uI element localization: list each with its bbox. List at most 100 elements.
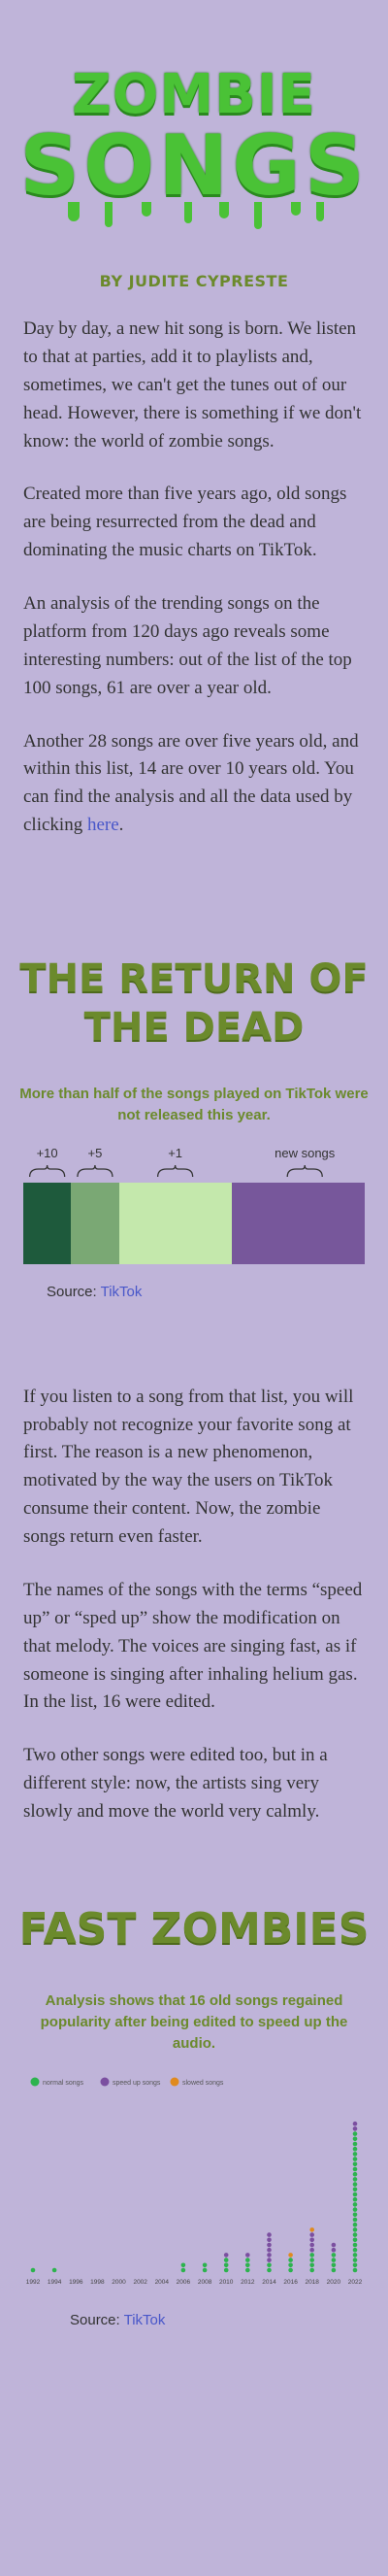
dot-2014-1-3 [267, 2242, 272, 2247]
x-tick-label-2014: 2014 [262, 2279, 276, 2286]
dot-2016-0-2 [288, 2258, 293, 2262]
intro-paragraph-4-end: . [119, 815, 124, 835]
dot-2008-0-0 [203, 2267, 208, 2272]
x-tick-label-2012: 2012 [241, 2279, 255, 2286]
dot-2020-1-0 [332, 2248, 337, 2253]
dot-2022-0-0 [353, 2267, 358, 2272]
intro-paragraph-1: Day by day, a new hit song is born. We l… [23, 316, 365, 455]
bar-segment-3 [232, 1183, 365, 1264]
source-1-label: Source: [47, 1284, 101, 1300]
legend-item-0: normal songs [31, 2077, 84, 2087]
dot-2008-0-1 [203, 2262, 208, 2267]
dot-2014-1-4 [267, 2237, 272, 2242]
bar-segment-0 [23, 1183, 71, 1264]
dot-2016-0-0 [288, 2267, 293, 2272]
dot-2022-0-25 [353, 2141, 358, 2146]
dot-chart-svg: normal songs speed up songs slowed songs 19… [23, 2070, 365, 2293]
dot-2006-0-1 [181, 2262, 186, 2267]
dot-2020-0-1 [332, 2262, 337, 2267]
proportion-bar [23, 1183, 365, 1264]
dot-2016-0-1 [288, 2262, 293, 2267]
fast-zombies-dot-chart: normal songs speed up songs slowed songs 19… [23, 2070, 365, 2298]
dot-2010-0-2 [224, 2258, 229, 2262]
middle-paragraph-1: If you listen to a song from that list, … [23, 1384, 365, 1552]
middle-text: If you listen to a song from that list, … [0, 1384, 388, 1826]
bar-segment-2 [119, 1183, 232, 1264]
dot-2016-2-0 [288, 2253, 293, 2258]
dot-2022-0-24 [353, 2147, 358, 2152]
legend-label-2: slowed songs [182, 2080, 224, 2087]
dot-2018-0-0 [309, 2267, 314, 2272]
dot-2022-0-18 [353, 2177, 358, 2182]
intro-paragraph-4: Another 28 songs are over five years old… [23, 728, 365, 841]
dot-1992-0-0 [31, 2267, 36, 2272]
dot-2022-1-0 [353, 2126, 358, 2131]
dot-2020-0-2 [332, 2258, 337, 2262]
x-tick-label-2018: 2018 [305, 2279, 319, 2286]
dot-2022-0-2 [353, 2258, 358, 2262]
dot-2014-1-5 [267, 2232, 272, 2237]
dot-2022-0-3 [353, 2253, 358, 2258]
dot-2022-0-4 [353, 2248, 358, 2253]
dot-2006-0-0 [181, 2267, 186, 2272]
dot-2018-1-1 [309, 2242, 314, 2247]
dot-2018-1-0 [309, 2248, 314, 2253]
x-tick-label-1992: 1992 [26, 2279, 41, 2286]
dot-2022-0-21 [353, 2161, 358, 2166]
dot-2022-0-22 [353, 2157, 358, 2161]
dot-2022-0-23 [353, 2152, 358, 2157]
brace-1 [78, 1165, 113, 1177]
return-of-the-dead-title: THE RETURN OF THE DEAD [0, 954, 388, 1052]
dot-2022-0-19 [353, 2172, 358, 2177]
dot-2014-1-0 [267, 2258, 272, 2262]
legend-item-1: speed up songs [101, 2077, 161, 2087]
source-2: Source: TikTok [70, 2312, 388, 2328]
dot-2022-0-17 [353, 2182, 358, 2187]
dot-2018-1-2 [309, 2237, 314, 2242]
legend-label-1: speed up songs [113, 2080, 161, 2087]
legend-label-0: normal songs [43, 2080, 84, 2087]
dot-2014-0-1 [267, 2262, 272, 2267]
dot-2018-2-0 [309, 2227, 314, 2232]
fast-subtitle: Analysis shows that 16 old songs regaine… [0, 1991, 388, 2054]
dot-2010-1-0 [224, 2253, 229, 2258]
x-tick-label-2016: 2016 [283, 2279, 298, 2286]
dot-2018-0-3 [309, 2253, 314, 2258]
x-tick-label-1998: 1998 [90, 2279, 105, 2286]
legend-item-2: slowed songs [171, 2077, 224, 2087]
x-tick-label-2002: 2002 [133, 2279, 147, 2286]
dot-2018-0-2 [309, 2258, 314, 2262]
dot-2020-1-1 [332, 2242, 337, 2247]
bar-segment-1 [71, 1183, 118, 1264]
dot-2018-0-1 [309, 2262, 314, 2267]
x-tick-label-2006: 2006 [177, 2279, 191, 2286]
dot-2022-0-14 [353, 2197, 358, 2202]
intro-paragraph-2: Created more than five years ago, old so… [23, 481, 365, 565]
dot-2012-0-2 [245, 2258, 250, 2262]
data-link[interactable]: here [87, 815, 119, 835]
dot-2022-0-9 [353, 2223, 358, 2227]
dot-2022-0-5 [353, 2242, 358, 2247]
middle-paragraph-3: Two other songs were edited too, but in … [23, 1742, 365, 1826]
source-2-link[interactable]: TikTok [124, 2312, 166, 2328]
dot-2022-0-27 [353, 2131, 358, 2136]
dot-2022-1-1 [353, 2122, 358, 2126]
dot-2022-0-15 [353, 2191, 358, 2196]
source-1-link[interactable]: TikTok [101, 1284, 143, 1300]
dot-2022-0-12 [353, 2207, 358, 2212]
dot-2022-0-8 [353, 2227, 358, 2232]
source-2-label: Source: [70, 2312, 124, 2328]
brace-3 [287, 1165, 322, 1177]
dot-2022-0-1 [353, 2262, 358, 2267]
title-songs: SONGS [0, 124, 388, 208]
song-age-proportion-chart: +10 +5 +1 new songs [23, 1144, 365, 1264]
dot-2022-0-20 [353, 2166, 358, 2171]
intro-paragraph-3: An analysis of the trending songs on the… [23, 590, 365, 703]
dot-2022-0-6 [353, 2237, 358, 2242]
page: ZOMBIE SONGS BY JUDITE CYPRESTE Day by d… [0, 0, 388, 2328]
dot-2012-0-0 [245, 2267, 250, 2272]
dot-2022-0-13 [353, 2202, 358, 2207]
dot-2012-1-0 [245, 2253, 250, 2258]
x-tick-label-2010: 2010 [219, 2279, 234, 2286]
fast-zombies-title: FAST ZOMBIES [0, 1902, 388, 1956]
